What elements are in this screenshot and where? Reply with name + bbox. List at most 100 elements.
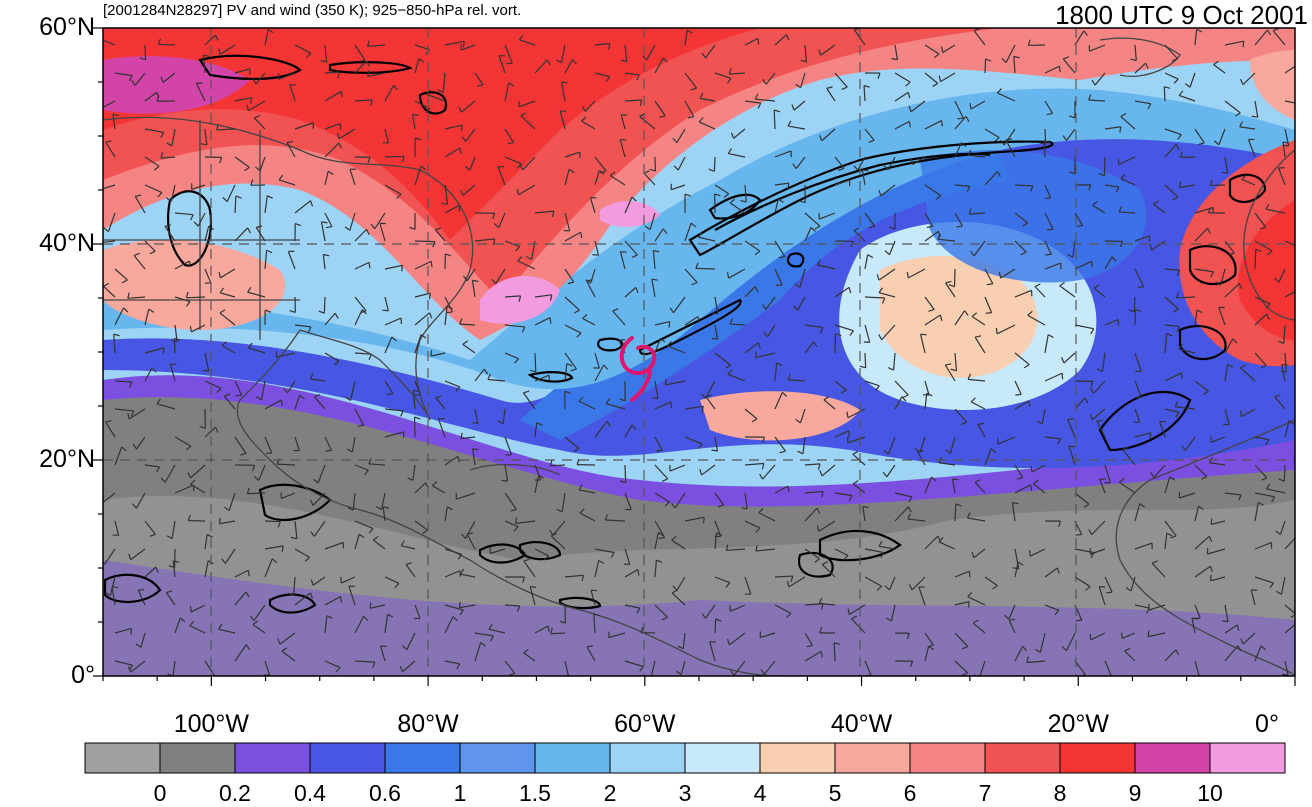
wind-barb-feather	[1299, 63, 1301, 69]
wind-barb	[715, 619, 716, 633]
wind-barb-feather	[431, 350, 432, 356]
wind-barb-feather	[969, 602, 970, 608]
colorbar-swatch	[685, 743, 760, 773]
wind-barb-feather	[196, 83, 202, 84]
wind-barb-feather	[1118, 158, 1119, 164]
wind-barb	[834, 643, 835, 661]
wind-barb-feather	[847, 412, 848, 418]
wind-barb-feather	[369, 262, 370, 268]
wind-barb-feather	[341, 577, 342, 583]
wind-barb-feather	[1296, 624, 1298, 630]
wind-barb-feather	[276, 351, 277, 357]
wind-barb	[265, 521, 280, 522]
wind-barb-feather	[251, 98, 252, 104]
wind-barb-feather	[446, 312, 452, 313]
wind-barb	[247, 493, 265, 494]
wind-barb-feather	[1181, 373, 1182, 379]
wind-barb-feather	[100, 497, 102, 503]
wind-barb	[865, 353, 866, 368]
wind-barb	[1255, 249, 1256, 269]
wind-barb-feather	[1009, 619, 1015, 620]
wind-barb-feather	[921, 334, 927, 335]
wind-barb-feather	[1211, 518, 1212, 524]
wind-barb-feather	[1076, 534, 1082, 535]
wind-barb	[1164, 87, 1165, 101]
wind-barb-feather	[619, 340, 625, 341]
wind-barb	[186, 297, 205, 298]
wind-barb-feather	[203, 370, 209, 371]
colorbar-swatch	[160, 743, 235, 773]
lat-label: 60°N	[5, 13, 95, 42]
wind-barb-feather	[1045, 254, 1051, 255]
lat-label: 20°N	[5, 445, 95, 474]
wind-barb-feather	[382, 310, 388, 311]
pv-field	[103, 28, 1295, 676]
colorbar-label: 0.4	[285, 780, 335, 807]
wind-barb	[774, 110, 775, 129]
colorbar-label: 5	[810, 780, 860, 807]
colorbar-swatch	[310, 743, 385, 773]
wind-barb-feather	[703, 517, 704, 523]
wind-barb-feather	[756, 352, 757, 358]
wind-barb	[955, 504, 956, 521]
colorbar-label: 10	[1185, 780, 1235, 807]
wind-barb-feather	[1029, 550, 1030, 556]
wind-barb-feather	[431, 261, 432, 267]
colorbar-label: 1	[435, 780, 485, 807]
wind-barb-feather	[1090, 634, 1091, 640]
wind-barb	[714, 157, 715, 171]
colorbar-swatch	[1135, 743, 1210, 773]
wind-barb-feather	[1138, 287, 1144, 288]
wind-barb	[1045, 129, 1046, 144]
colorbar-swatch	[535, 743, 610, 773]
wind-barb-feather	[99, 103, 100, 109]
wind-barb-feather	[326, 450, 332, 451]
colorbar-swatch	[835, 743, 910, 773]
wind-barb-feather	[1013, 568, 1019, 569]
colorbar-swatch	[385, 743, 460, 773]
colorbar-label: 8	[1035, 780, 1085, 807]
wind-barb-feather	[957, 118, 963, 119]
wind-barb-feather	[1106, 592, 1112, 593]
wind-barb-feather	[1015, 394, 1021, 395]
wind-barb-feather	[849, 431, 850, 437]
wind-barb	[954, 269, 955, 287]
wind-barb	[551, 633, 565, 634]
colorbar	[85, 743, 1285, 773]
colorbar-label: 1.5	[510, 780, 560, 807]
colorbar-swatch	[610, 743, 685, 773]
wind-barb	[174, 338, 175, 353]
colorbar-label: 3	[660, 780, 710, 807]
lat-label: 0°	[5, 661, 95, 690]
wind-barb-feather	[671, 402, 672, 408]
wind-barb-feather	[776, 285, 782, 286]
colorbar-swatch	[1210, 743, 1285, 773]
colorbar-swatch	[910, 743, 985, 773]
colorbar-label: 0.2	[210, 780, 260, 807]
wind-barb-feather	[1047, 229, 1053, 230]
lon-label: 60°W	[590, 710, 700, 739]
wind-barb-feather	[1060, 66, 1061, 72]
wind-barb-feather	[190, 326, 191, 332]
wind-barb-feather	[1076, 620, 1082, 621]
wind-barb	[1284, 465, 1285, 481]
wind-barb-feather	[1243, 41, 1244, 47]
wind-barb-feather	[669, 322, 670, 328]
colorbar-swatch	[85, 743, 160, 773]
wind-barb	[145, 45, 146, 60]
wind-barb-feather	[1062, 373, 1063, 379]
colorbar-label: 2	[585, 780, 635, 807]
wind-barb-feather	[1298, 290, 1299, 296]
colorbar-label: 6	[885, 780, 935, 807]
colorbar-label: 9	[1110, 780, 1160, 807]
colorbar-swatch	[985, 743, 1060, 773]
wind-barb	[1104, 157, 1105, 176]
wind-barb-feather	[368, 70, 369, 76]
wind-barb-feather	[236, 395, 242, 396]
colorbar-label: 4	[735, 780, 785, 807]
colorbar-swatch	[760, 743, 835, 773]
colorbar-swatch	[235, 743, 310, 773]
wind-barb-feather	[1148, 631, 1149, 637]
wind-barb-feather	[1097, 420, 1103, 421]
